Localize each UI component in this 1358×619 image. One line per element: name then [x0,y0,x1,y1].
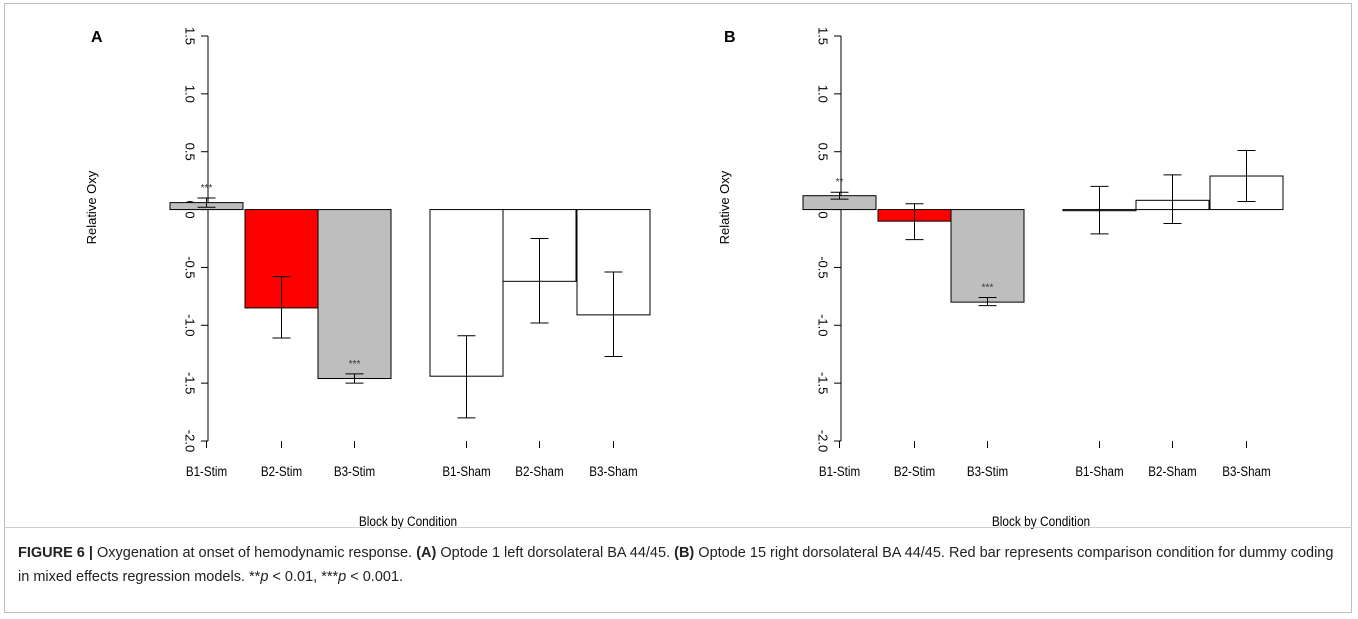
x-tick-label: B3-Stim [334,464,375,479]
x-axis-label: Block by Condition [359,513,457,529]
y-tick-label: 1.5 [816,27,831,45]
x-tick-label: B2-Stim [894,464,935,479]
y-tick-label: -0.5 [183,256,198,278]
figure-caption: FIGURE 6 | Oxygenation at onset of hemod… [18,541,1340,589]
bar [317,209,392,380]
x-axis-label: Block by Condition [992,513,1090,529]
significance-label: *** [982,283,994,294]
y-tick-label: 1.5 [183,27,198,45]
caption-label: FIGURE 6 | [18,545,93,561]
caption-b-label: (B) [674,545,695,561]
x-tick-label: B3-Stim [967,464,1008,479]
x-tick-label: B1-Stim [819,464,860,479]
x-tick-label: B1-Stim [186,464,227,479]
caption-divider [4,527,1352,528]
y-tick-label: -1.0 [816,314,831,336]
x-tick-label: B3-Sham [1222,464,1270,479]
panel-label: B [724,29,736,46]
y-tick-label: 0.5 [816,143,831,161]
bar [950,209,1025,303]
y-axis-label: Relative Oxy [717,170,732,244]
y-axis-label: Relative Oxy [84,170,99,244]
y-tick-label: -0.5 [816,256,831,278]
x-tick-label: B1-Sham [1075,464,1123,479]
caption-t2: < 0.01, *** [268,569,339,585]
caption-p2: p [338,569,347,585]
caption-text-intro: Oxygenation at onset of hemodynamic resp… [92,545,417,561]
figure-frame [4,3,1352,613]
y-tick-label: 0.5 [183,143,198,161]
y-tick-label: 1.0 [816,85,831,103]
y-tick-label: -1.5 [816,372,831,394]
x-tick-label: B2-Sham [1148,464,1196,479]
x-tick-label: B2-Stim [261,464,302,479]
y-tick-label: 1.0 [183,85,198,103]
caption-b-text: Optode 15 right dorsolateral BA 44/45. R… [18,545,1334,585]
panel-label: A [91,29,103,46]
x-tick-label: B3-Sham [589,464,637,479]
significance-label: ** [836,177,844,188]
caption-p1: p [260,569,269,585]
x-tick-label: B1-Sham [442,464,490,479]
caption-a-text: Optode 1 left dorsolateral BA 44/45. [436,545,675,561]
caption-t3: < 0.001. [346,569,404,585]
y-tick-label: -2.0 [816,430,831,452]
y-tick-label: -1.5 [183,372,198,394]
significance-label: *** [201,183,213,194]
caption-a-label: (A) [416,545,437,561]
significance-label: *** [349,359,361,370]
y-tick-label: -2.0 [183,430,198,452]
y-tick-label: -1.0 [183,314,198,336]
x-tick-label: B2-Sham [515,464,563,479]
